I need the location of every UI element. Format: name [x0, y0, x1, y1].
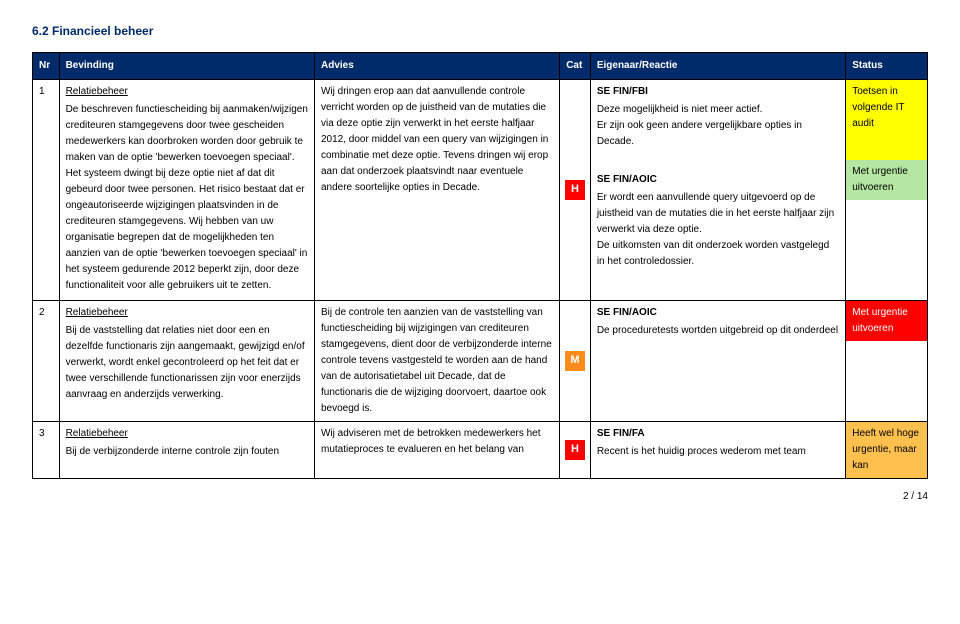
- cell-cat: M: [560, 301, 591, 422]
- col-cat: Cat: [560, 53, 591, 80]
- owner-title: SE FIN/AOIC: [597, 305, 839, 321]
- status-block: Heeft wel hoge urgentie, maar kan: [846, 422, 927, 478]
- cell-eigenaar: SE FIN/FBI Deze mogelijkheid is niet meer…: [590, 80, 845, 301]
- cell-bevinding: Relatiebeheer Bij de vaststelling dat rel…: [59, 301, 314, 422]
- cell-nr: 3: [33, 422, 60, 479]
- col-nr: Nr: [33, 53, 60, 80]
- bevinding-body: Bij de vaststelling dat relaties niet do…: [66, 323, 308, 403]
- cell-status: Met urgentie uitvoeren: [846, 301, 928, 422]
- col-status: Status: [846, 53, 928, 80]
- cell-advies: Bij de controle ten aanzien van de vasts…: [314, 301, 559, 422]
- cat-badge: H: [565, 440, 585, 460]
- table-header-row: Nr Bevinding Advies Cat Eigenaar/Reactie…: [33, 53, 928, 80]
- cell-cat: H: [560, 80, 591, 301]
- page-footer: 2 / 14: [32, 491, 928, 502]
- col-eigenaar: Eigenaar/Reactie: [590, 53, 845, 80]
- cat-badge: M: [565, 351, 585, 371]
- table-row: 3 Relatiebeheer Bij de verbijzonderde inte…: [33, 422, 928, 479]
- owner-title: SE FIN/AOIC: [597, 172, 839, 188]
- findings-table: Nr Bevinding Advies Cat Eigenaar/Reactie…: [32, 52, 928, 479]
- status-block: Met urgentie uitvoeren: [846, 301, 927, 341]
- cell-status: Heeft wel hoge urgentie, maar kan: [846, 422, 928, 479]
- owner-title: SE FIN/FBI: [597, 84, 839, 100]
- bevinding-title: Relatiebeheer: [66, 84, 308, 100]
- section-title: 6.2 Financieel beheer: [32, 24, 928, 38]
- col-bevinding: Bevinding: [59, 53, 314, 80]
- cat-badge: H: [565, 180, 585, 200]
- cell-nr: 1: [33, 80, 60, 301]
- table-row: 1 Relatiebeheer De beschreven functieschei…: [33, 80, 928, 301]
- owner-title: SE FIN/FA: [597, 426, 839, 442]
- cell-eigenaar: SE FIN/AOIC De proceduretests wortden uit…: [590, 301, 845, 422]
- cell-advies: Wij adviseren met de betrokken medewerke…: [314, 422, 559, 479]
- bevinding-body: De beschreven functiescheiding bij aanma…: [66, 102, 308, 294]
- bevinding-title: Relatiebeheer: [66, 426, 308, 442]
- col-advies: Advies: [314, 53, 559, 80]
- owner-body: Deze mogelijkheid is niet meer actief. E…: [597, 102, 839, 150]
- table-row: 2 Relatiebeheer Bij de vaststelling dat re…: [33, 301, 928, 422]
- cell-nr: 2: [33, 301, 60, 422]
- status-block: Met urgentie uitvoeren: [846, 160, 927, 200]
- owner-body: Er wordt een aanvullende query uitgevoer…: [597, 190, 839, 270]
- cell-bevinding: Relatiebeheer Bij de verbijzonderde inter…: [59, 422, 314, 479]
- cell-cat: H: [560, 422, 591, 479]
- owner-body: Recent is het huidig proces wederom met …: [597, 444, 839, 460]
- cell-bevinding: Relatiebeheer De beschreven functiescheid…: [59, 80, 314, 301]
- cell-advies: Wij dringen erop aan dat aanvullende con…: [314, 80, 559, 301]
- bevinding-body: Bij de verbijzonderde interne controle z…: [66, 444, 308, 460]
- bevinding-title: Relatiebeheer: [66, 305, 308, 321]
- status-block: Toetsen in volgende IT audit: [846, 80, 927, 160]
- owner-block: SE FIN/AOIC Er wordt een aanvullende quer…: [591, 168, 845, 276]
- owner-block: SE FIN/FBI Deze mogelijkheid is niet meer…: [591, 80, 845, 168]
- cell-status: Toetsen in volgende IT auditMet urgentie…: [846, 80, 928, 301]
- owner-body: De proceduretests wortden uitgebreid op …: [597, 323, 839, 339]
- owner-block: SE FIN/FA Recent is het huidig proces wed…: [597, 426, 839, 460]
- cell-eigenaar: SE FIN/FA Recent is het huidig proces wed…: [590, 422, 845, 479]
- owner-block: SE FIN/AOIC De proceduretests wortden uit…: [597, 305, 839, 339]
